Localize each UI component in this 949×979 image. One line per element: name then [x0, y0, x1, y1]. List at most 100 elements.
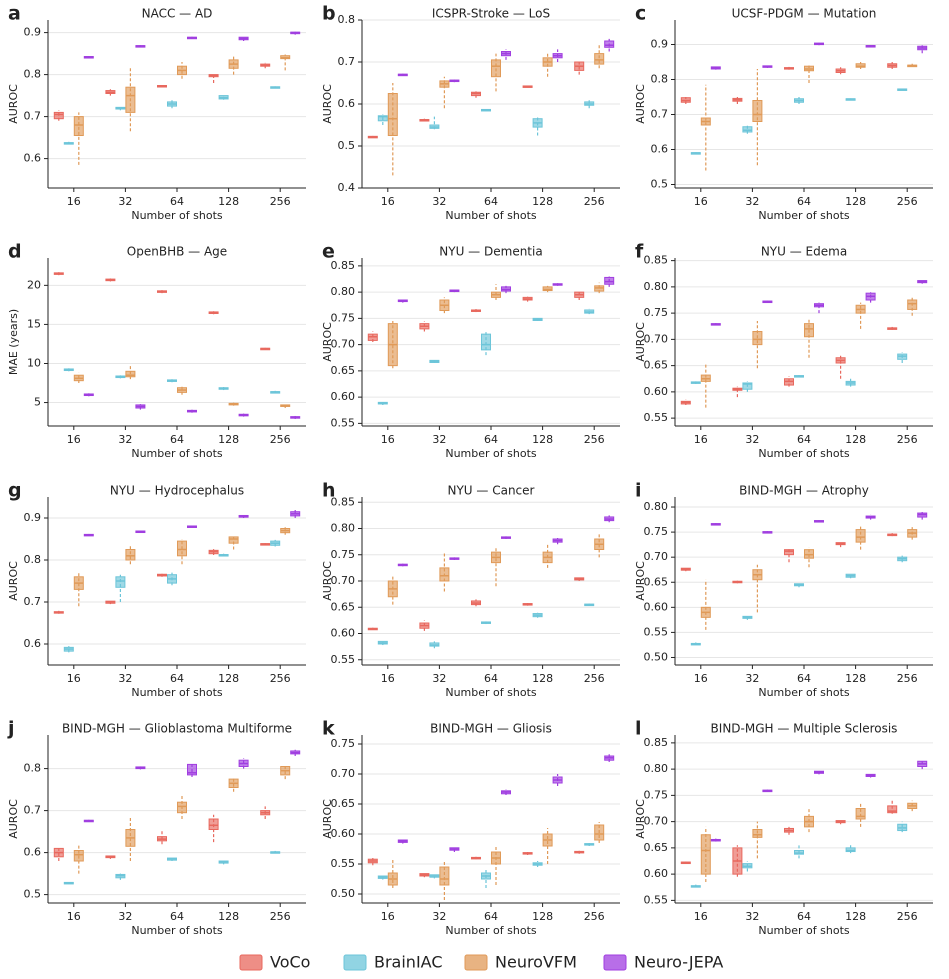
x-tick-label: 128	[218, 433, 239, 446]
y-axis-label: AUROC	[321, 799, 334, 839]
x-tick-label: 128	[532, 672, 553, 685]
x-axis-label: Number of shots	[758, 447, 850, 460]
x-tick-label: 64	[170, 195, 184, 208]
box	[177, 801, 187, 814]
x-tick-label: 64	[170, 433, 184, 446]
y-tick-label: 0.65	[644, 575, 669, 588]
x-tick-label: 256	[897, 910, 918, 923]
box	[784, 549, 794, 556]
y-tick-label: 0.6	[24, 152, 42, 165]
y-tick-label: 0.70	[644, 550, 669, 563]
y-tick-label: 0.75	[331, 548, 356, 561]
y-tick-label: 0.50	[644, 650, 669, 663]
y-axis-label: AUROC	[634, 322, 647, 362]
panel-letter: h	[322, 480, 336, 502]
y-tick-label: 0.8	[338, 13, 356, 26]
y-tick-label: 0.55	[331, 653, 356, 666]
box	[594, 53, 605, 65]
x-tick-label: 32	[745, 195, 759, 208]
box	[604, 40, 615, 48]
x-tick-label: 16	[67, 910, 81, 923]
box	[794, 850, 804, 855]
y-tick-label: 0.70	[644, 332, 669, 345]
x-tick-label: 64	[797, 195, 811, 208]
x-tick-label: 256	[584, 195, 605, 208]
y-tick-label: 0.8	[24, 762, 42, 775]
y-tick-label: 0.7	[651, 108, 669, 121]
y-axis-label: AUROC	[634, 799, 647, 839]
legend-label: NeuroVFM	[495, 953, 577, 972]
panel-letter: c	[635, 3, 646, 25]
x-tick-label: 16	[67, 433, 81, 446]
x-tick-label: 128	[845, 672, 866, 685]
x-tick-label: 64	[797, 672, 811, 685]
y-tick-label: 0.80	[644, 500, 669, 513]
panel-letter: d	[8, 241, 22, 263]
y-tick-label: 0.85	[331, 259, 356, 272]
y-tick-label: 0.6	[651, 143, 669, 156]
x-tick-label: 64	[797, 910, 811, 923]
x-tick-label: 32	[432, 910, 446, 923]
y-tick-label: 20	[27, 278, 41, 291]
x-tick-label: 128	[845, 195, 866, 208]
x-axis-label: Number of shots	[445, 447, 537, 460]
x-tick-label: 128	[532, 910, 553, 923]
panel-letter: f	[635, 241, 644, 263]
panel-letter: j	[7, 718, 15, 740]
x-tick-label: 128	[218, 910, 239, 923]
y-axis-label: AUROC	[7, 84, 20, 124]
box	[439, 866, 450, 886]
y-tick-label: 0.65	[331, 797, 356, 810]
y-tick-label: 0.7	[24, 804, 42, 817]
y-tick-label: 0.70	[331, 574, 356, 587]
y-tick-label: 0.6	[338, 97, 356, 110]
chart-title: BIND-MGH — Atrophy	[739, 484, 869, 498]
y-tick-label: 0.80	[331, 522, 356, 535]
x-axis-label: Number of shots	[131, 209, 223, 222]
box	[73, 116, 84, 136]
y-tick-label: 10	[27, 356, 41, 369]
legend-swatch	[343, 954, 367, 971]
box	[804, 323, 814, 338]
chart-title: NACC — AD	[142, 7, 213, 21]
x-axis-label: Number of shots	[758, 924, 850, 937]
y-tick-label: 0.85	[644, 254, 669, 267]
x-tick-label: 16	[694, 195, 708, 208]
panel-letter: k	[322, 718, 335, 740]
x-tick-label: 256	[270, 195, 291, 208]
x-tick-label: 32	[745, 433, 759, 446]
chart-title: NYU — Hydrocephalus	[110, 484, 244, 498]
y-tick-label: 0.60	[644, 385, 669, 398]
y-tick-label: 0.75	[331, 737, 356, 750]
y-axis-label: AUROC	[321, 322, 334, 362]
box	[439, 567, 450, 582]
chart-title: BIND-MGH — Glioblastoma Multiforme	[62, 722, 292, 736]
y-tick-label: 0.80	[644, 280, 669, 293]
x-tick-label: 32	[432, 672, 446, 685]
x-axis-label: Number of shots	[131, 924, 223, 937]
y-tick-label: 0.70	[331, 767, 356, 780]
x-tick-label: 256	[270, 910, 291, 923]
chart-title: OpenBHB — Age	[127, 245, 227, 259]
box	[542, 286, 553, 292]
box	[855, 808, 866, 820]
y-tick-label: 0.80	[644, 762, 669, 775]
y-tick-label: 0.9	[24, 511, 42, 524]
x-tick-label: 128	[532, 433, 553, 446]
box	[53, 111, 64, 120]
legend-label: BrainIAC	[374, 953, 443, 972]
box	[907, 299, 918, 310]
y-tick-label: 0.65	[331, 600, 356, 613]
y-tick-label: 0.75	[644, 306, 669, 319]
box	[752, 829, 763, 838]
panel-letter: a	[8, 3, 21, 25]
x-tick-label: 128	[845, 910, 866, 923]
y-tick-label: 0.60	[331, 827, 356, 840]
y-tick-label: 0.60	[331, 627, 356, 640]
box	[742, 382, 753, 390]
x-axis-label: Number of shots	[445, 924, 537, 937]
chart-title: BIND-MGH — Multiple Sclerosis	[711, 722, 898, 736]
y-tick-label: 0.55	[644, 893, 669, 906]
y-tick-label: 0.8	[24, 553, 42, 566]
